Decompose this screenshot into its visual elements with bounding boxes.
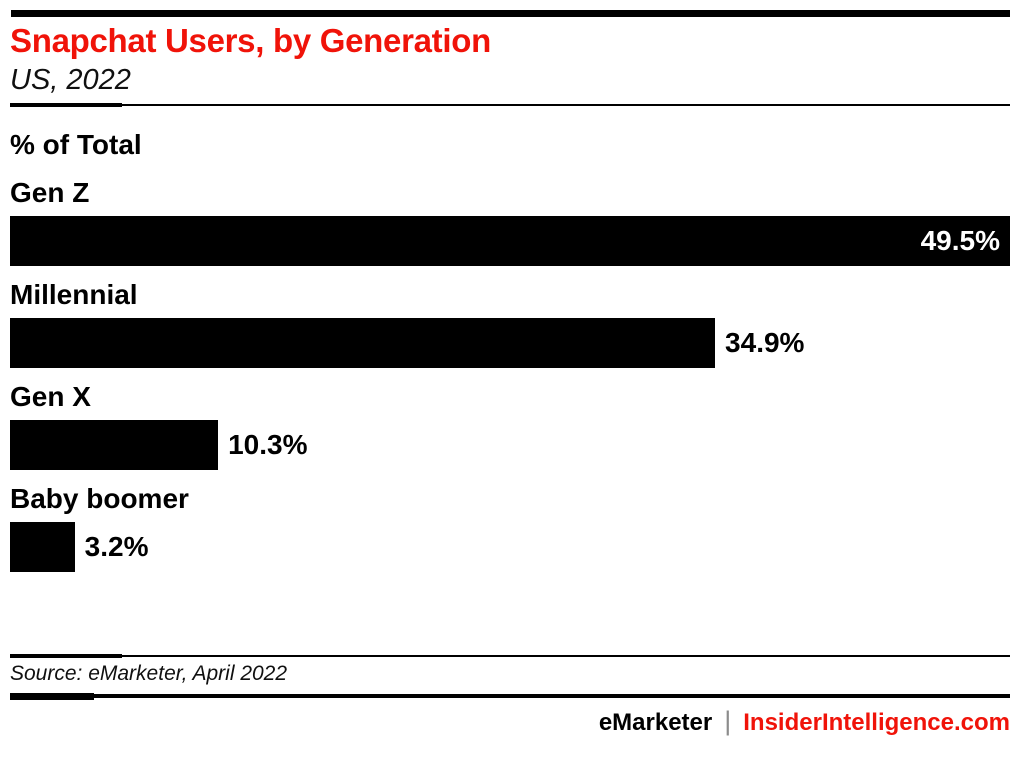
value-label: 49.5% <box>920 225 1000 256</box>
category-label: Baby boomer <box>10 483 189 514</box>
chart-row: Baby boomer 3.2% <box>10 484 1010 572</box>
chart-title: Snapchat Users, by Generation <box>10 22 491 59</box>
source-divider <box>10 654 1010 658</box>
value-label: 10.3% <box>228 429 308 460</box>
bar-track: 34.9% <box>10 318 1010 368</box>
units-label: % of Total <box>10 129 142 160</box>
brand-emarketer: eMarketer <box>598 709 713 736</box>
category-label: Gen X <box>10 381 91 412</box>
bar-track: 10.3% <box>10 420 1010 470</box>
top-accent-bar <box>11 10 1010 17</box>
bar-track: 49.5% <box>10 216 1010 266</box>
header-divider <box>10 103 1010 107</box>
bar: 49.5% <box>10 216 1010 266</box>
value-label: 3.2% <box>84 531 149 562</box>
brand-insiderintelligence-link: InsiderIntelligence.com <box>743 709 1010 736</box>
bar-chart: Gen Z 49.5% Millennial 34.9% Gen X 10.3% Baby … <box>10 178 1010 586</box>
brand-separator: | <box>724 706 732 736</box>
footer-divider <box>10 693 1010 700</box>
category-label: Millennial <box>10 279 138 310</box>
bar <box>10 318 716 368</box>
bar <box>10 522 75 572</box>
footer: Source: eMarketer, April 2022 eMarketer … <box>10 654 1010 737</box>
chart-row: Gen X 10.3% <box>10 382 1010 470</box>
value-label: 34.9% <box>725 327 805 358</box>
bar <box>10 420 219 470</box>
chart-row: Gen Z 49.5% <box>10 178 1010 266</box>
brand-row: eMarketer | InsiderIntelligence.com <box>10 707 1010 737</box>
source-note: Source: eMarketer, April 2022 <box>10 662 288 685</box>
chart-row: Millennial 34.9% <box>10 280 1010 368</box>
category-label: Gen Z <box>10 177 90 208</box>
bar-track: 3.2% <box>10 522 1010 572</box>
chart-subtitle: US, 2022 <box>10 64 131 96</box>
